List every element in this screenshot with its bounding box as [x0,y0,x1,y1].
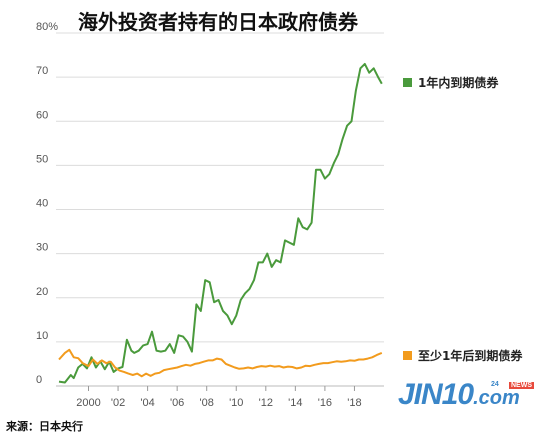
x-tick-label: '06 [170,397,184,409]
grid-lines [56,32,384,387]
legend-short: 1年内到期债券 [403,75,499,90]
x-tick-labels: 2000 '02 '04 '06 '08 '10 '12 '14 '16 '18 [76,386,362,409]
legend-long-label: 至少1年后到期债券 [418,348,523,363]
y-tick-label: 10 [36,330,48,342]
legend-long-swatch [403,351,412,360]
x-tick-label: '18 [347,397,361,409]
x-tick-label: 2000 [76,397,100,409]
x-tick-label: '16 [318,397,332,409]
y-tick-label: 0 [36,374,42,386]
series-lines [58,62,383,384]
chart-title: 海外投资者持有的日本政府债券 [78,10,358,34]
watermark-small: 24 [491,381,499,388]
legend-short-swatch [403,78,412,87]
source-note: 来源：日本央行 [6,420,83,433]
x-tick-label: '10 [229,397,243,409]
y-tick-label: 60 [36,109,48,121]
watermark-sub: .com [473,387,520,409]
x-tick-label: '04 [140,397,154,409]
legend-short-label: 1年内到期债券 [418,75,499,90]
watermark-badge: NEWS [509,382,534,389]
y-tick-label: 70 [36,65,48,77]
x-tick-label: '08 [200,397,214,409]
x-tick-label: '14 [288,397,302,409]
y-tick-labels: 0 10 20 30 40 50 60 70 80% [36,21,58,386]
y-tick-label: 40 [36,198,48,210]
y-tick-label: 80% [36,21,58,33]
legend-long: 至少1年后到期债券 [403,348,523,363]
watermark-main: JIN10 [398,378,474,411]
y-tick-label: 50 [36,153,48,165]
watermark-logo: JIN10.com 24 NEWS [398,378,534,412]
y-tick-label: 20 [36,286,48,298]
series-line-short [58,62,383,384]
x-tick-label: '02 [111,397,125,409]
x-tick-label: '12 [259,397,273,409]
series-line-long [58,348,383,378]
y-tick-label: 30 [36,242,48,254]
